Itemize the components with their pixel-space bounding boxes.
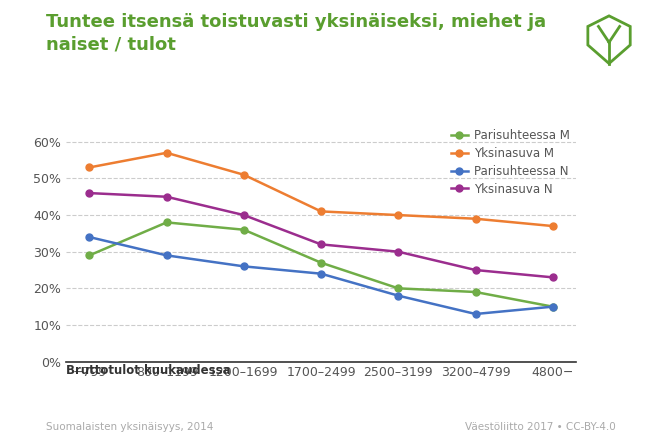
Yksinasuva N [240, 213, 248, 218]
Yksinasuva N [471, 267, 479, 273]
Parisuhteessa N [549, 304, 557, 309]
Parisuhteessa M [317, 260, 325, 265]
Text: Väestöliitto 2017 • CC-BY-4.0: Väestöliitto 2017 • CC-BY-4.0 [465, 422, 616, 432]
Yksinasuva M [395, 213, 402, 218]
Text: Bruttotulot kuukaudessa: Bruttotulot kuukaudessa [66, 364, 231, 377]
Yksinasuva N [85, 191, 93, 196]
Text: Suomalaisten yksinäisyys, 2014: Suomalaisten yksinäisyys, 2014 [46, 422, 214, 432]
Line: Yksinasuva N: Yksinasuva N [86, 190, 556, 281]
Yksinasuva N [163, 194, 171, 199]
Parisuhteessa N [240, 264, 248, 269]
Yksinasuva N [395, 249, 402, 254]
Yksinasuva M [85, 165, 93, 170]
Yksinasuva M [549, 224, 557, 229]
Parisuhteessa N [317, 271, 325, 277]
Parisuhteessa M [549, 304, 557, 309]
Parisuhteessa M [471, 289, 479, 295]
Yksinasuva M [240, 172, 248, 177]
Parisuhteessa N [395, 293, 402, 298]
Yksinasuva M [471, 216, 479, 221]
Yksinasuva M [317, 209, 325, 214]
Line: Parisuhteessa M: Parisuhteessa M [86, 219, 556, 310]
Legend: Parisuhteessa M, Yksinasuva M, Parisuhteessa N, Yksinasuva N: Parisuhteessa M, Yksinasuva M, Parisuhte… [451, 129, 570, 195]
Yksinasuva M [163, 150, 171, 155]
Parisuhteessa M [163, 220, 171, 225]
Parisuhteessa N [471, 311, 479, 317]
Parisuhteessa M [240, 227, 248, 232]
Line: Parisuhteessa N: Parisuhteessa N [86, 234, 556, 318]
Line: Yksinasuva M: Yksinasuva M [86, 149, 556, 229]
Yksinasuva N [549, 275, 557, 280]
Yksinasuva N [317, 242, 325, 247]
Parisuhteessa N [85, 235, 93, 240]
Parisuhteessa N [163, 253, 171, 258]
Parisuhteessa M [85, 253, 93, 258]
Parisuhteessa M [395, 286, 402, 291]
Text: Tuntee itsensä toistuvasti yksinäiseksi, miehet ja
naiset / tulot: Tuntee itsensä toistuvasti yksinäiseksi,… [46, 13, 546, 53]
